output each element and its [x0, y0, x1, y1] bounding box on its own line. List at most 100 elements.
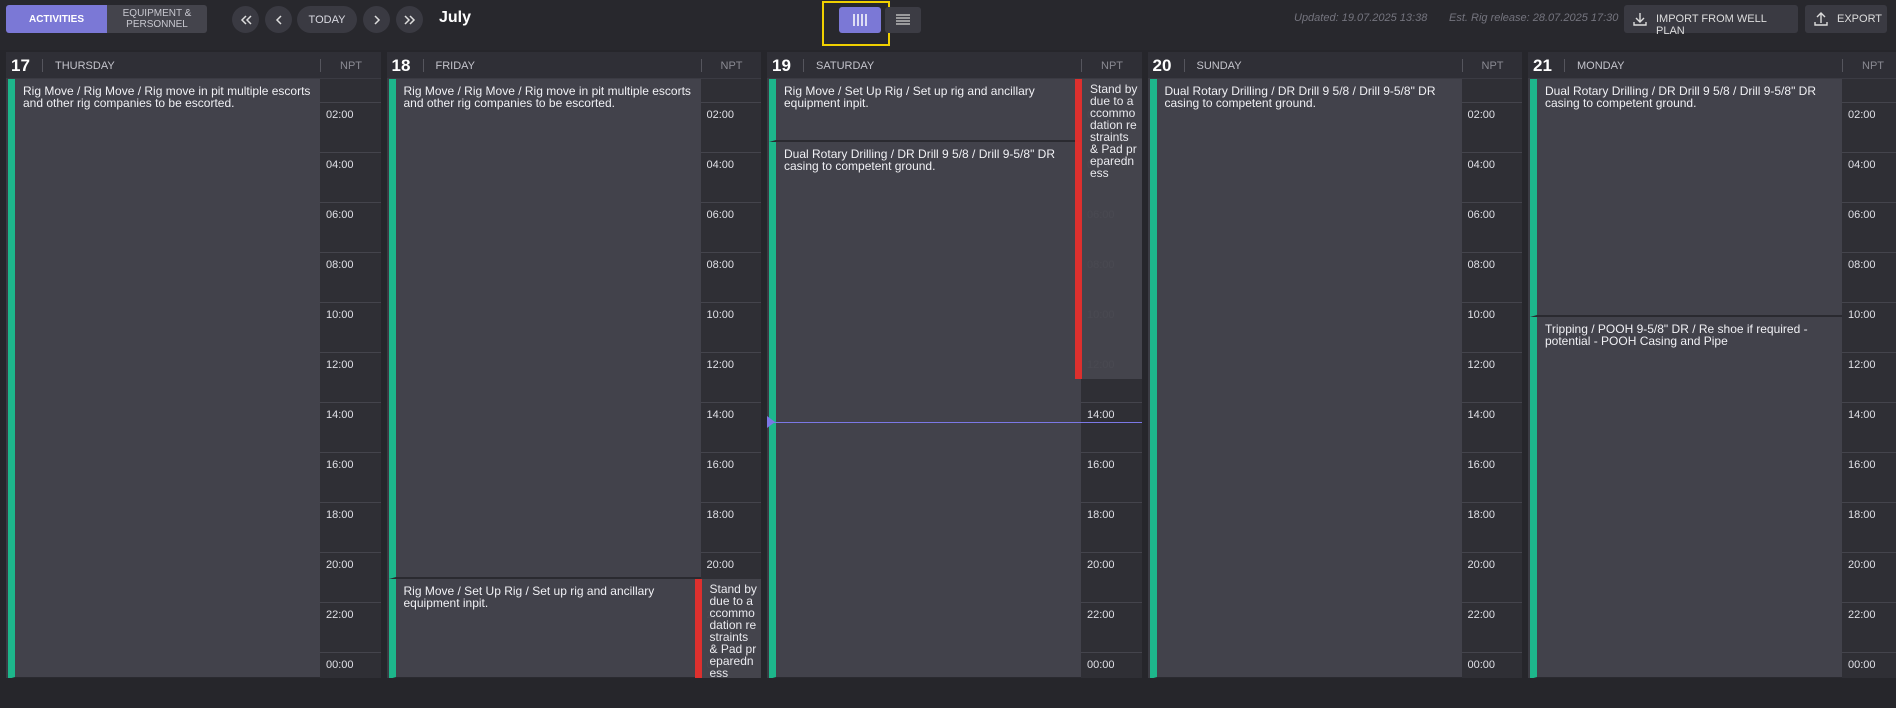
time-grid-line — [320, 602, 381, 603]
time-column — [1842, 79, 1896, 678]
time-grid-line — [320, 552, 381, 553]
next-fast-button[interactable] — [396, 6, 423, 33]
today-button[interactable]: TODAY — [297, 6, 357, 33]
time-grid-line — [700, 552, 761, 553]
icon — [373, 14, 380, 25]
day-number: 20 — [1152, 56, 1172, 75]
time-grid-line — [1461, 402, 1522, 403]
export-label: EXPORT — [1837, 13, 1883, 25]
column-view-button[interactable] — [839, 7, 881, 33]
weekday: MONDAY — [1577, 60, 1625, 72]
time-grid-line — [320, 452, 381, 453]
time-label: 14:00 — [706, 409, 735, 421]
time-label: 20:00 — [1848, 559, 1876, 571]
day-header: 20 SUNDAY NPT — [1147, 52, 1522, 78]
time-grid-line — [700, 452, 761, 453]
time-label: 20:00 — [706, 559, 735, 571]
time-label: 04:00 — [1467, 159, 1496, 171]
day-number: 18 — [391, 56, 411, 75]
npt-header: NPT — [720, 60, 743, 72]
time-label: 16:00 — [1467, 459, 1496, 471]
time-grid-line — [700, 102, 761, 103]
time-label: 04:00 — [706, 159, 735, 171]
day-separator — [803, 59, 804, 72]
time-label: 12:00 — [1848, 359, 1876, 371]
day-column: 19SATURDAYNPT02:0004:0006:0008:0010:0012… — [767, 52, 1142, 678]
day-separator — [1183, 59, 1185, 72]
day-column: 18 FRIDAY NPT 02:00 04:00 06:00 08:00 10:00 12:0… — [386, 52, 761, 678]
weekday: FRIDAY — [435, 60, 476, 72]
time-grid-line — [1842, 102, 1896, 103]
calendar: 17 THURSDAY NPT 02:00 04:00 06:00 08:00 10:00 12… — [0, 52, 1896, 678]
activity: Rig Move / Set Up Rig / Set up rig and a… — [388, 579, 701, 678]
time-label: 02:00 — [1467, 109, 1496, 121]
time-grid-line — [320, 252, 381, 253]
time-grid-line — [320, 202, 381, 203]
time-label: 10:00 — [1467, 309, 1496, 321]
time-label: 22:00 — [1467, 609, 1496, 621]
time-grid-line — [1461, 202, 1522, 203]
time-label: 14:00 — [1087, 409, 1115, 421]
tab-equipment[interactable]: EQUIPMENT & PERSONNEL — [107, 5, 207, 33]
time-grid-line — [1842, 302, 1896, 303]
time-label: 18:00 — [326, 509, 354, 521]
activity: Rig Move / Rig Move / Rig move in pit mu… — [8, 79, 320, 678]
time-grid-line — [1842, 502, 1896, 503]
time-grid-line — [1461, 152, 1522, 153]
time-label: 18:00 — [1467, 509, 1496, 521]
icon — [240, 14, 252, 25]
time-label: 14:00 — [1467, 409, 1496, 421]
time-label: 18:00 — [706, 509, 735, 521]
activity: Rig Move / Set Up Rig / Set up rig and a… — [769, 79, 1081, 142]
time-label: 06:00 — [1848, 209, 1876, 221]
time-label: 02:00 — [326, 109, 354, 121]
time-label: 12:00 — [1467, 359, 1496, 371]
icon — [403, 14, 415, 25]
day-header: 21 MONDAY NPT — [1528, 52, 1896, 78]
activity: Dual Rotary Drilling / DR Drill 9 5/8 / … — [1530, 79, 1842, 317]
npt-separator — [320, 59, 321, 72]
time-grid-line — [1081, 652, 1142, 653]
time-grid-line — [1461, 452, 1522, 453]
time-grid-line — [1081, 602, 1142, 603]
day-header: 19 SATURDAY NPT — [767, 52, 1142, 78]
export-button[interactable]: EXPORT — [1805, 5, 1887, 33]
current-time-marker — [767, 415, 775, 428]
weekday: SUNDAY — [1196, 60, 1242, 72]
import-button[interactable]: IMPORT FROM WELL PLAN — [1624, 5, 1798, 37]
activity: Tripping / POOH 9-5/8" DR / Re shoe if r… — [1530, 316, 1842, 678]
icon — [853, 14, 867, 26]
prev-button[interactable] — [265, 6, 292, 33]
npt-separator — [1081, 59, 1082, 72]
time-grid-line — [1842, 552, 1896, 553]
day-column: 21 MONDAY NPT 02:00 04:00 06:00 08:00 10:00 12:0… — [1528, 52, 1896, 678]
day-separator — [42, 59, 43, 72]
npt-activity: Stand by due to accommodation restraints… — [1075, 79, 1142, 379]
time-label: 16:00 — [326, 459, 354, 471]
time-label: 06:00 — [326, 209, 354, 221]
time-grid-line — [320, 502, 381, 503]
next-button[interactable] — [363, 6, 390, 33]
time-label: 20:00 — [1467, 559, 1496, 571]
time-label: 14:00 — [1848, 409, 1876, 421]
time-label: 18:00 — [1087, 509, 1115, 521]
list-view-button[interactable] — [885, 7, 921, 33]
time-label: 22:00 — [326, 609, 354, 621]
activity: Rig Move / Rig Move / Rig move in pit mu… — [388, 79, 701, 579]
time-column — [1461, 79, 1522, 678]
npt-header: NPT — [1862, 60, 1884, 72]
time-label: 10:00 — [326, 309, 354, 321]
icon — [1633, 13, 1647, 26]
prev-fast-button[interactable] — [232, 6, 259, 33]
time-grid-line — [700, 202, 761, 203]
updated: Updated: 19.07.2025 13:38 — [1294, 12, 1428, 24]
time-grid-line — [1081, 452, 1142, 453]
time-grid-line — [1461, 102, 1522, 103]
tab-activities[interactable]: ACTIVITIES — [6, 5, 107, 33]
time-grid-line — [1461, 602, 1522, 603]
time-label: 06:00 — [1467, 209, 1496, 221]
time-grid-line — [320, 352, 381, 353]
time-label: 08:00 — [706, 259, 735, 271]
time-label: 02:00 — [706, 109, 735, 121]
day-number: 21 — [1533, 56, 1552, 75]
